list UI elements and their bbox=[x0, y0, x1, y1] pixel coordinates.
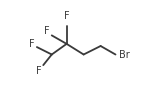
Text: F: F bbox=[29, 39, 34, 49]
Text: F: F bbox=[36, 66, 42, 77]
Text: F: F bbox=[64, 10, 69, 20]
Text: Br: Br bbox=[119, 49, 130, 60]
Text: F: F bbox=[44, 26, 49, 36]
